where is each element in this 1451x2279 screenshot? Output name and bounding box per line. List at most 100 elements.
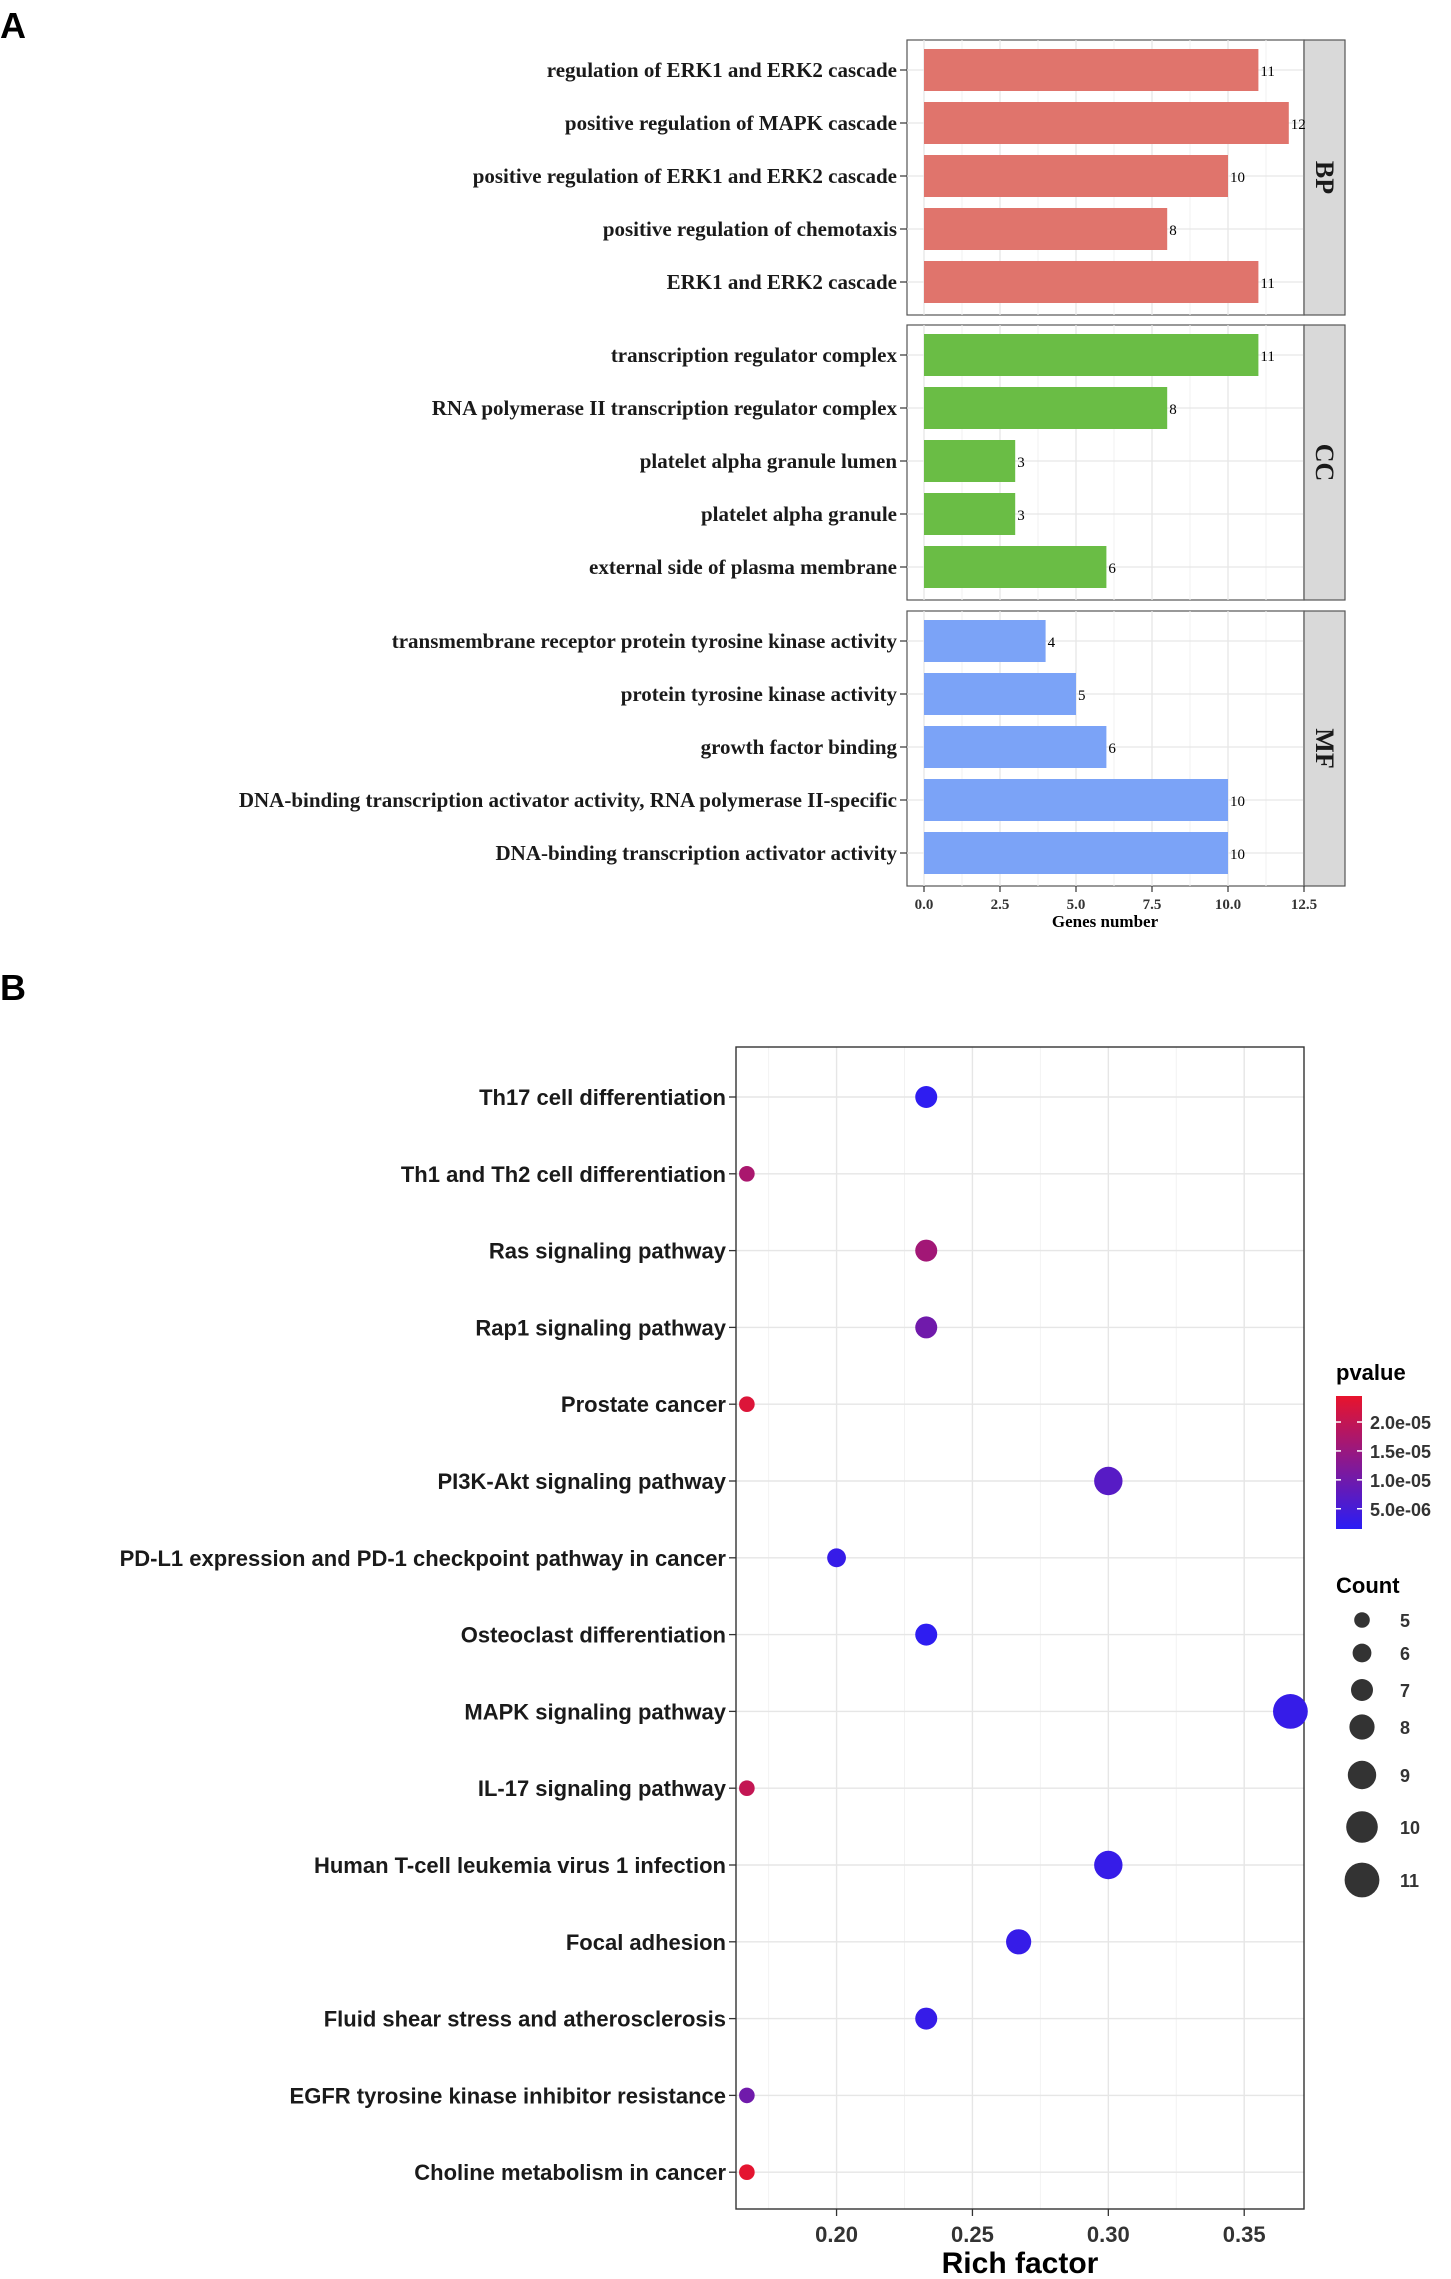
category-label: Choline metabolism in cancer — [414, 2160, 726, 2185]
bubble — [915, 1239, 938, 1262]
category-label: IL-17 signaling pathway — [478, 1776, 727, 1801]
category-label: DNA-binding transcription activator acti… — [239, 788, 897, 812]
category-label: growth factor binding — [701, 735, 898, 759]
size-legend-bubble — [1349, 1714, 1375, 1740]
colorbar-label: 1.0e-05 — [1370, 1471, 1431, 1491]
bar — [924, 102, 1289, 144]
category-label: ERK1 and ERK2 cascade — [667, 270, 897, 294]
category-label: DNA-binding transcription activator acti… — [495, 841, 897, 865]
data-label: 5 — [1078, 688, 1086, 704]
bubble — [1094, 1466, 1123, 1496]
facet-bp: BP regulation of ERK1 and ERK2 cascade 11 p… — [473, 39, 1346, 316]
bubble — [915, 1623, 938, 1646]
facet-mf: MF transmembrane receptor protein tyrosin… — [239, 610, 1346, 887]
legend-title: Count — [1336, 1573, 1400, 1598]
size-legend-label: 6 — [1400, 1644, 1410, 1664]
colorbar-label: 1.5e-05 — [1370, 1442, 1431, 1462]
category-label: regulation of ERK1 and ERK2 cascade — [547, 58, 897, 82]
facet-strip — [1303, 39, 1346, 316]
bar — [924, 155, 1228, 197]
panel-b-bubble-chart: Th17 cell differentiation Th1 and Th2 cel… — [120, 1046, 1431, 2279]
facet-strip-label: CC — [1310, 444, 1339, 482]
data-label: 4 — [1048, 635, 1056, 651]
bubble — [915, 1086, 938, 1108]
category-label: Prostate cancer — [561, 1392, 727, 1417]
x-axis-title: Rich factor — [942, 2247, 1099, 2279]
size-legend-bubble — [1351, 1679, 1373, 1701]
x-tick-label: 7.5 — [1143, 897, 1162, 913]
facet-strip-label: MF — [1310, 728, 1339, 768]
x-tick-label: 2.5 — [991, 897, 1010, 913]
colorbar — [1336, 1396, 1362, 1529]
size-legend-bubble — [1347, 1760, 1377, 1790]
category-label: platelet alpha granule lumen — [640, 449, 898, 473]
size-legend-label: 5 — [1400, 1611, 1410, 1631]
bar — [924, 546, 1107, 588]
x-tick-label: 12.5 — [1291, 897, 1317, 913]
size-legend-label: 9 — [1400, 1766, 1410, 1786]
colorbar-label: 2.0e-05 — [1370, 1413, 1431, 1433]
category-label: Th1 and Th2 cell differentiation — [401, 1162, 726, 1187]
bubble — [739, 1396, 755, 1412]
category-label: Focal adhesion — [566, 1930, 726, 1955]
panel-label-b: B — [0, 967, 26, 1008]
x-tick-label: 0.30 — [1087, 2222, 1130, 2247]
category-label: external side of plasma membrane — [589, 555, 897, 579]
bubble — [739, 2087, 755, 2104]
x-tick-label: 10.0 — [1215, 897, 1241, 913]
category-label: protein tyrosine kinase activity — [621, 682, 898, 706]
legend-pvalue: pvalue 2.0e-05 1.5e-05 1.0e-05 5.0e-06 — [1336, 1360, 1431, 1529]
bar — [924, 493, 1016, 535]
category-label: Rap1 signaling pathway — [475, 1315, 726, 1340]
bar — [924, 261, 1259, 303]
data-label: 10 — [1230, 170, 1245, 186]
bubble — [827, 1548, 846, 1568]
category-label: transmembrane receptor protein tyrosine … — [392, 629, 898, 653]
category-label: positive regulation of ERK1 and ERK2 cas… — [473, 164, 897, 188]
size-legend-bubble — [1346, 1811, 1378, 1843]
category-label: PD-L1 expression and PD-1 checkpoint pat… — [120, 1546, 727, 1571]
category-label: Ras signaling pathway — [489, 1239, 727, 1264]
facet-strip — [1303, 324, 1346, 601]
data-label: 12 — [1291, 117, 1306, 133]
plot-background — [736, 1047, 1304, 2209]
x-tick-label: 0.25 — [951, 2222, 994, 2247]
category-label: MAPK signaling pathway — [464, 1699, 726, 1724]
x-axis-title: Genes number — [1052, 912, 1159, 931]
size-legend-bubble — [1344, 1862, 1380, 1898]
category-label: PI3K-Akt signaling pathway — [438, 1469, 727, 1494]
size-legend-bubble — [1352, 1643, 1372, 1663]
colorbar-label: 5.0e-06 — [1370, 1500, 1431, 1520]
x-tick-label: 5.0 — [1067, 897, 1086, 913]
data-label: 11 — [1260, 276, 1274, 292]
data-label: 3 — [1017, 508, 1024, 524]
category-label: transcription regulator complex — [611, 343, 898, 367]
data-label: 6 — [1108, 741, 1116, 757]
facet-strip — [1303, 610, 1346, 887]
bubble — [1006, 1929, 1032, 1955]
category-label: Th17 cell differentiation — [479, 1085, 726, 1110]
bar — [924, 440, 1016, 482]
facet-strip-label: BP — [1310, 161, 1339, 194]
data-label: 8 — [1169, 223, 1177, 239]
category-label: Human T-cell leukemia virus 1 infection — [314, 1853, 726, 1878]
bubble — [915, 1316, 938, 1339]
panel-label-a: A — [0, 5, 26, 46]
bar — [924, 334, 1259, 376]
category-label: positive regulation of chemotaxis — [603, 217, 897, 241]
size-legend-bubble — [1354, 1612, 1370, 1628]
panel-a-bar-chart: BP regulation of ERK1 and ERK2 cascade 11 p… — [239, 39, 1346, 931]
category-label: RNA polymerase II transcription regulato… — [432, 396, 898, 420]
data-label: 8 — [1169, 402, 1177, 418]
data-label: 3 — [1017, 455, 1024, 471]
bubble — [739, 2164, 755, 2180]
data-label: 10 — [1230, 794, 1245, 810]
data-label: 11 — [1260, 349, 1274, 365]
data-label: 10 — [1230, 847, 1245, 863]
x-tick-label: 0.35 — [1223, 2222, 1266, 2247]
bar — [924, 49, 1259, 91]
x-tick-label: 0.20 — [815, 2222, 858, 2247]
bar — [924, 832, 1228, 874]
